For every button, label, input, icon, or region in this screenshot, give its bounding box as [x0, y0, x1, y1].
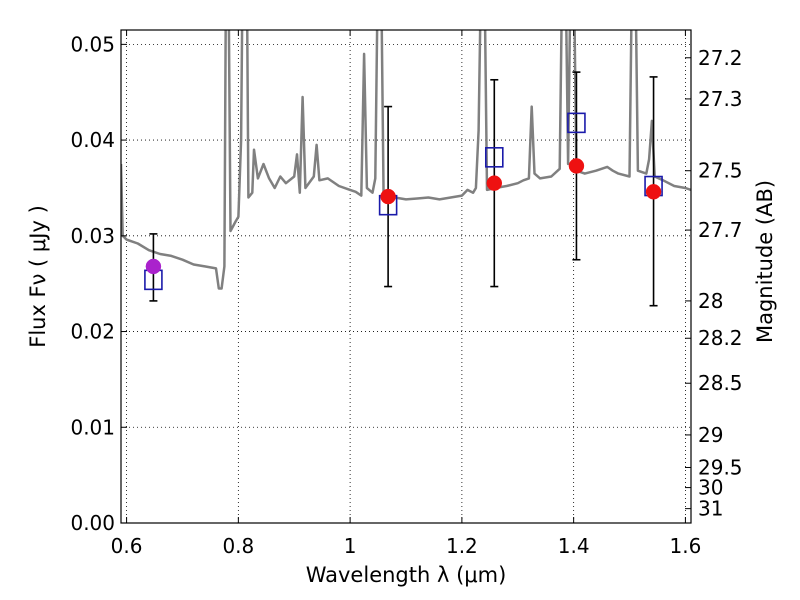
observed-flux-point: [486, 175, 503, 191]
model-spectrum-layer: [121, 30, 691, 290]
grid-lines: [121, 30, 691, 524]
x-tick-label: 1: [344, 534, 357, 558]
y-tick-label: 0.05: [70, 32, 115, 56]
observed-flux-point: [380, 188, 396, 205]
y2-tick-label: 28.5: [698, 371, 743, 395]
model-flux-box: [567, 112, 586, 134]
y2-tick-label: 31: [698, 497, 723, 521]
y2-axis-label: Magnitude (AB): [753, 180, 777, 343]
plot-frame: [120, 29, 692, 524]
y2-tick-label: 27.2: [698, 46, 743, 70]
y-axis-label: Flux Fν ( μJy ): [26, 205, 50, 348]
y2-tick-label: 30: [698, 476, 723, 500]
y2-tick-label: 29: [698, 423, 723, 447]
x-tick-label: 1.2: [446, 534, 478, 558]
x-tick-label: 0.6: [111, 534, 143, 558]
observed-flux-point: [145, 258, 162, 275]
axis-ticks: 0.6 0.8 1 1.2 1.4 1.6 0.00 0.01 0.02 0.03 0.04 0.05…: [70, 30, 743, 558]
y-tick-label: 0.03: [70, 224, 115, 248]
x-tick-label: 1.6: [670, 534, 702, 558]
observed-flux-point: [645, 184, 662, 200]
y-tick-label: 0.04: [70, 128, 115, 152]
y2-tick-label: 29.5: [698, 455, 743, 479]
observed-flux-point: [568, 158, 585, 174]
y2-tick-label: 27.5: [698, 159, 743, 183]
y2-tick-label: 28: [698, 289, 723, 313]
y-tick-label: 0.02: [70, 320, 115, 344]
x-tick-label: 0.8: [222, 534, 254, 558]
x-tick-label: 1.4: [558, 534, 590, 558]
x-axis-label: Wavelength λ (μm): [306, 563, 507, 587]
model-flux-box: [484, 147, 504, 168]
y2-tick-label: 27.7: [698, 218, 743, 242]
y2-tick-label: 27.3: [698, 87, 743, 111]
y2-tick-label: 28.2: [698, 326, 743, 350]
y-tick-label: 0.01: [70, 415, 115, 439]
model-spectrum-line: [121, 30, 691, 290]
y-tick-label: 0.00: [70, 511, 115, 535]
photometry-layer: [144, 71, 663, 307]
